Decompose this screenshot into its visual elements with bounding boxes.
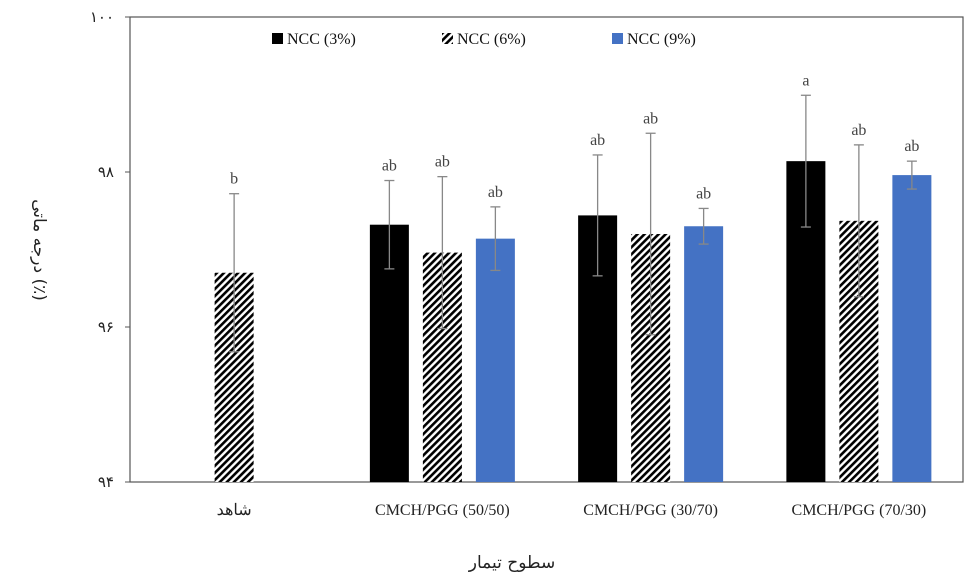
legend-swatch bbox=[612, 33, 623, 44]
y-tick-label: ۹۶ bbox=[98, 320, 114, 336]
y-tick-label: ۱۰۰ bbox=[90, 10, 114, 26]
x-category-label: CMCH/PGG (50/50) bbox=[375, 502, 510, 519]
legend-swatch bbox=[272, 33, 283, 44]
error-bar bbox=[384, 179, 395, 270]
error-bar bbox=[645, 132, 656, 336]
x-axis-title: سطوح تیمار bbox=[468, 553, 555, 573]
x-category-label: CMCH/PGG (70/30) bbox=[792, 502, 927, 519]
significance-label: a bbox=[802, 72, 809, 89]
significance-label: ab bbox=[382, 158, 397, 175]
x-category-label: شاهد bbox=[217, 502, 252, 519]
significance-label: ab bbox=[590, 132, 605, 149]
y-axis-title: درجه ماتی (٪) bbox=[29, 199, 49, 301]
significance-label: ab bbox=[904, 138, 919, 155]
error-bar bbox=[490, 206, 501, 272]
error-bar bbox=[592, 154, 603, 277]
legend-label: NCC (9%) bbox=[627, 31, 696, 48]
plot-area: ۹۴ ۹۶ ۹۸ ۱۰۰ شاهد CMCH/PGG (50/50) CMCH/PGG (3… bbox=[90, 10, 964, 519]
legend-swatch bbox=[442, 33, 453, 44]
bar bbox=[684, 226, 724, 482]
legend-label: NCC (3%) bbox=[287, 31, 356, 48]
significance-label: ab bbox=[696, 185, 711, 202]
error-bar bbox=[698, 207, 709, 245]
significance-label: ab bbox=[851, 122, 866, 139]
y-tick-label: ۹۸ bbox=[98, 165, 114, 181]
bar bbox=[475, 238, 515, 482]
legend: NCC (3%) NCC (6%) NCC (9%) bbox=[272, 31, 696, 48]
legend-label: NCC (6%) bbox=[457, 31, 526, 48]
y-tick-label: ۹۴ bbox=[98, 475, 114, 491]
significance-label: b bbox=[230, 171, 238, 188]
error-bar bbox=[437, 175, 448, 330]
significance-label: ab bbox=[643, 110, 658, 127]
plot-frame bbox=[129, 16, 964, 483]
significance-label: ab bbox=[435, 154, 450, 171]
error-bar bbox=[800, 94, 811, 228]
x-category-label: CMCH/PGG (30/70) bbox=[583, 502, 718, 519]
significance-label: ab bbox=[488, 184, 503, 201]
error-bar bbox=[853, 144, 864, 298]
bar bbox=[892, 175, 932, 482]
error-bar bbox=[229, 193, 240, 353]
error-bar bbox=[906, 160, 917, 190]
